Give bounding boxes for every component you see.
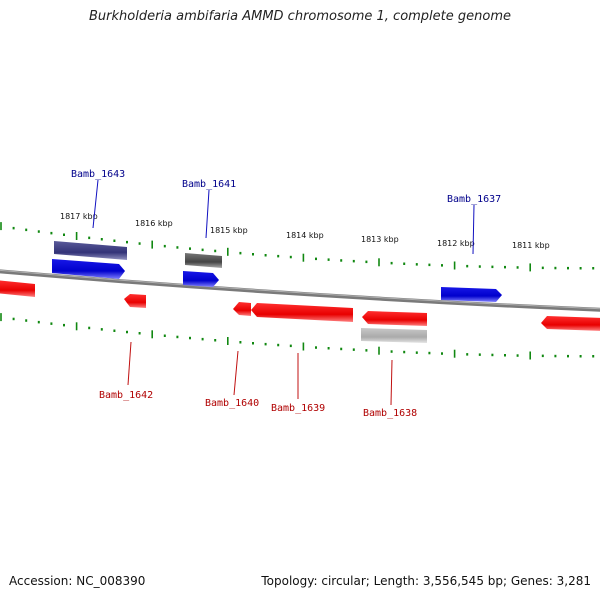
leader-1642 — [127, 341, 132, 386]
gene-arrow-reverse-right-edge[interactable] — [541, 316, 600, 331]
gene-label-bamb-1641[interactable]: Bamb_1641 — [182, 179, 236, 190]
leader-1638 — [390, 359, 393, 406]
gene-arrow-reverse-1642[interactable] — [124, 294, 146, 308]
gene-label-bamb-1640[interactable]: Bamb_1640 — [205, 398, 259, 409]
gene-arrow-reverse-1638[interactable] — [362, 311, 427, 326]
gene-label-bamb-1638[interactable]: Bamb_1638 — [363, 408, 417, 419]
kbp-label-1811: 1811 kbp — [512, 241, 550, 250]
outer-scale-ticks — [0, 222, 595, 272]
gene-arrow-forward-1637[interactable] — [441, 287, 502, 302]
kbp-label-1816: 1816 kbp — [135, 219, 173, 228]
gene-arrow-reverse-1639[interactable] — [251, 303, 353, 322]
feature-grey-1641[interactable] — [185, 253, 222, 268]
gene-label-bamb-1643[interactable]: Bamb_1643 — [71, 169, 125, 180]
feature-lightgrey-1638[interactable] — [361, 328, 427, 343]
gene-label-bamb-1639[interactable]: Bamb_1639 — [271, 403, 325, 414]
inner-scale-ticks — [0, 313, 595, 360]
leader-1637 — [472, 204, 475, 255]
gene-arrow-forward-1641[interactable] — [183, 271, 219, 287]
gene-labels: Bamb_1643 Bamb_1641 Bamb_1637 Bamb_1642 … — [71, 169, 501, 419]
reverse-strand-features — [0, 280, 600, 343]
leader-1640 — [233, 350, 239, 396]
gene-label-bamb-1637[interactable]: Bamb_1637 — [447, 194, 501, 205]
feature-navy-1643[interactable] — [54, 241, 127, 260]
leader-1641 — [205, 189, 210, 239]
kbp-label-1813: 1813 kbp — [361, 235, 399, 244]
chromosome-backbone — [0, 269, 600, 312]
kbp-label-1812: 1812 kbp — [437, 239, 475, 248]
genome-summary-text: Topology: circular; Length: 3,556,545 bp… — [261, 574, 591, 588]
kbp-label-1815: 1815 kbp — [210, 226, 248, 235]
label-leader-lines — [92, 179, 475, 406]
forward-strand-features — [52, 241, 502, 302]
kbp-label-1814: 1814 kbp — [286, 231, 324, 240]
gene-label-bamb-1642[interactable]: Bamb_1642 — [99, 390, 153, 401]
kbp-scale-labels: 1817 kbp 1816 kbp 1815 kbp 1814 kbp 1813… — [60, 212, 550, 250]
kbp-label-1817: 1817 kbp — [60, 212, 98, 221]
accession-text: Accession: NC_008390 — [9, 574, 146, 588]
map-title: Burkholderia ambifaria AMMD chromosome 1… — [88, 9, 512, 24]
gene-arrow-reverse-left-edge[interactable] — [0, 280, 35, 297]
gene-arrow-reverse-1640[interactable] — [233, 302, 251, 316]
leader-1643 — [92, 179, 99, 229]
chromosome-backbone-highlight — [0, 269, 600, 310]
gene-arrow-forward-1643[interactable] — [52, 259, 125, 279]
